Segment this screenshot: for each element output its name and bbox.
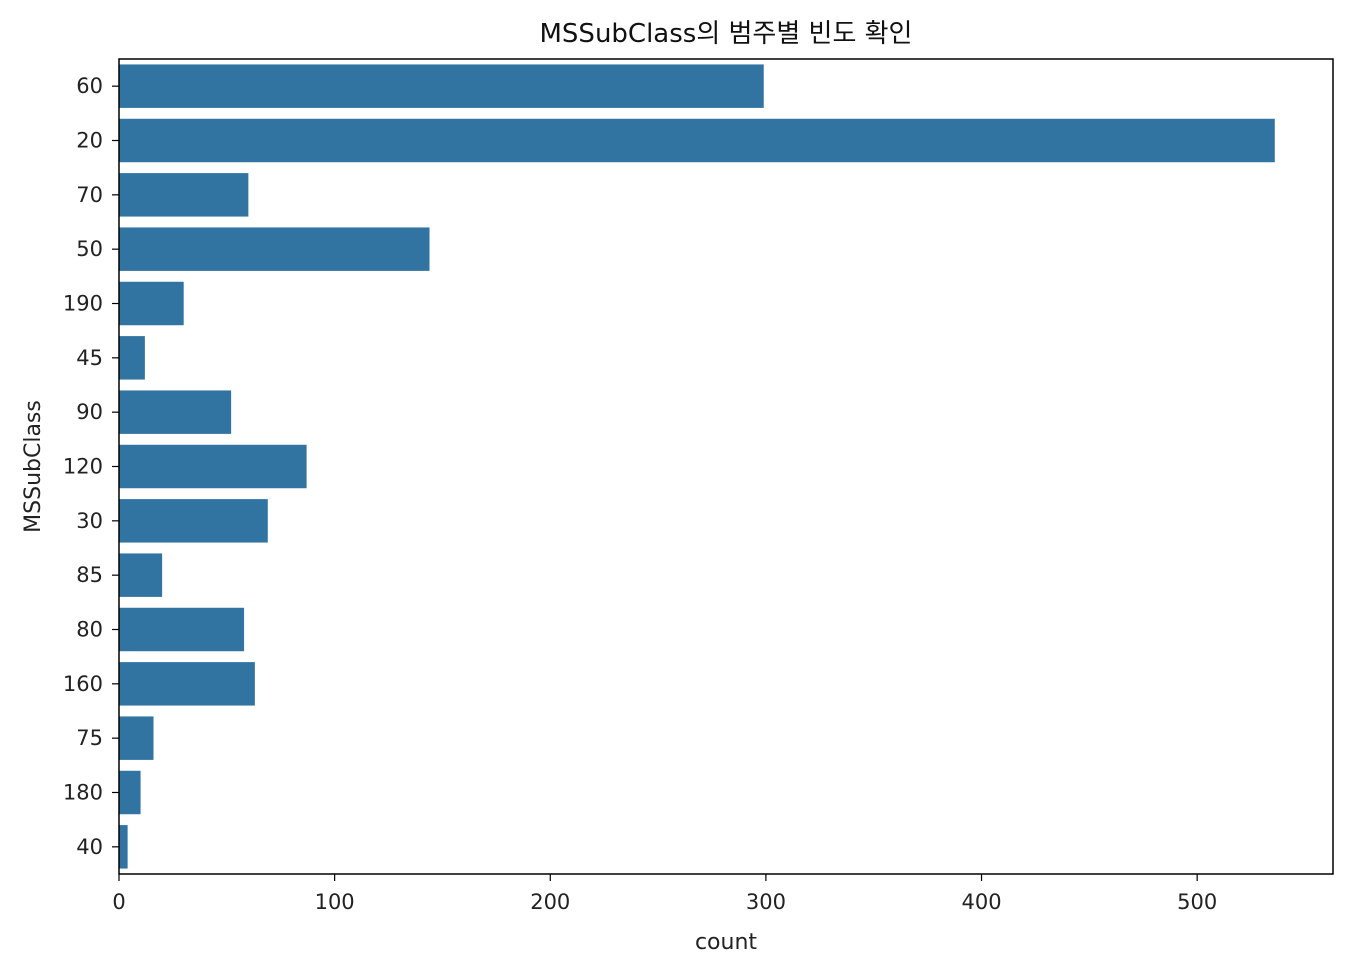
bar-50 bbox=[119, 227, 430, 271]
y-tick-label: 75 bbox=[76, 726, 103, 750]
bar-30 bbox=[119, 499, 268, 543]
bar-180 bbox=[119, 770, 141, 815]
bar-160 bbox=[119, 662, 255, 706]
bar-75 bbox=[119, 716, 154, 760]
y-tick-label: 40 bbox=[76, 835, 103, 859]
y-tick-label: 90 bbox=[76, 400, 103, 424]
x-tick-label: 500 bbox=[1177, 890, 1217, 914]
bar-80 bbox=[119, 607, 245, 652]
bar-60 bbox=[119, 64, 764, 108]
x-axis-title: count bbox=[695, 930, 757, 955]
y-tick-label: 50 bbox=[76, 237, 103, 261]
chart-title: MSSubClass의 범주별 빈도 확인 bbox=[540, 19, 913, 49]
x-tick-label: 200 bbox=[530, 890, 570, 914]
y-tick-label: 60 bbox=[76, 74, 103, 98]
bar-40 bbox=[119, 825, 128, 869]
x-axis-ticks: 0 100 200 300 400 500 bbox=[112, 874, 1217, 914]
y-tick-label: 190 bbox=[63, 292, 103, 316]
bar-20 bbox=[119, 118, 1275, 163]
y-tick-label: 20 bbox=[76, 129, 103, 153]
y-tick-label: 80 bbox=[76, 618, 103, 642]
y-tick-label: 70 bbox=[76, 183, 103, 207]
bar-45 bbox=[119, 336, 145, 380]
y-tick-label: 180 bbox=[63, 781, 103, 805]
bars-layer bbox=[119, 64, 1275, 869]
y-tick-label: 45 bbox=[76, 346, 103, 370]
bar-190 bbox=[119, 281, 184, 326]
y-axis-title: MSSubClass bbox=[21, 400, 46, 533]
y-tick-label: 85 bbox=[76, 563, 103, 587]
y-tick-label: 160 bbox=[63, 672, 103, 696]
bar-90 bbox=[119, 390, 232, 434]
x-tick-label: 0 bbox=[112, 890, 125, 914]
y-tick-label: 120 bbox=[63, 455, 103, 479]
y-tick-label: 30 bbox=[76, 509, 103, 533]
x-tick-label: 100 bbox=[315, 890, 355, 914]
x-tick-label: 300 bbox=[746, 890, 786, 914]
bar-70 bbox=[119, 173, 249, 217]
x-tick-label: 400 bbox=[961, 890, 1001, 914]
bar-120 bbox=[119, 444, 307, 489]
y-axis-ticks: 60 20 70 50 190 45 90 120 30 85 80 160 75 180 40 bbox=[63, 74, 119, 859]
bar-85 bbox=[119, 553, 163, 597]
